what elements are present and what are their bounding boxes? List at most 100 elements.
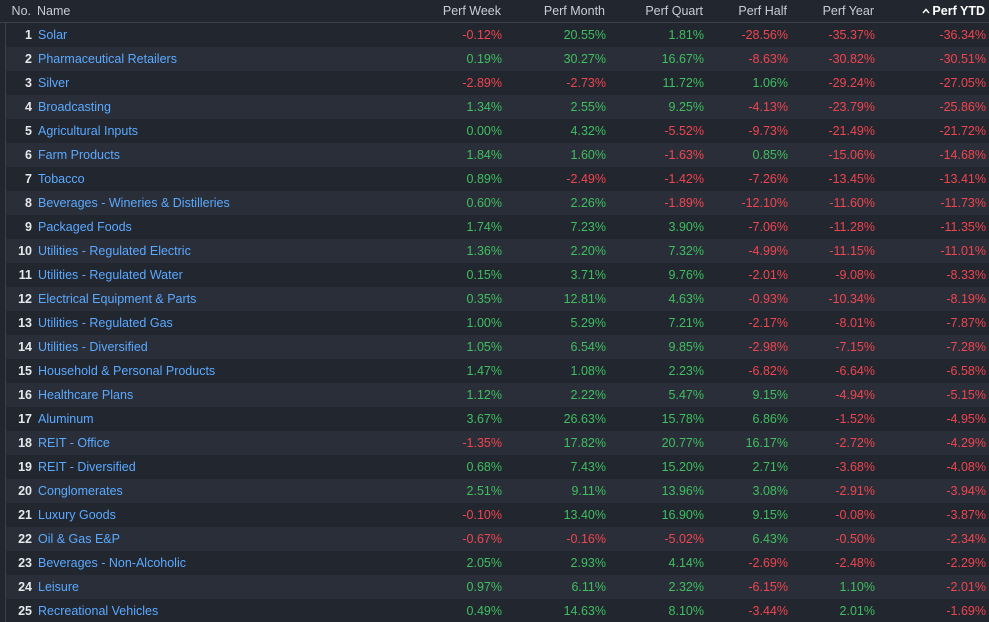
perf-week-cell: 0.97% (466, 580, 502, 594)
industry-link[interactable]: Farm Products (38, 148, 120, 162)
perf-quart-cell: 9.76% (668, 268, 704, 282)
perf-quart-cell: -1.89% (664, 196, 704, 210)
industry-link[interactable]: Utilities - Diversified (38, 340, 148, 354)
perf-half-cell: 6.43% (752, 532, 788, 546)
table-row[interactable]: 16 Healthcare Plans 1.12% 2.22% 5.47% 9.15% -4… (5, 383, 989, 407)
perf-week-cell: 0.15% (466, 268, 502, 282)
perf-year-cell: -0.50% (835, 532, 875, 546)
column-header-perf-week[interactable]: Perf Week (442, 4, 501, 18)
perf-year-cell: -23.79% (828, 100, 875, 114)
table-row[interactable]: 10 Utilities - Regulated Electric 1.36% 2.2… (5, 239, 989, 263)
industry-link[interactable]: Solar (38, 28, 68, 42)
column-header-perf-year[interactable]: Perf Year (822, 4, 874, 18)
industry-name-cell: REIT - Diversified (38, 460, 391, 474)
row-number: 24 (18, 580, 32, 594)
perf-quart-cell: 11.72% (662, 76, 704, 90)
industry-link[interactable]: Silver (38, 76, 70, 90)
table-row[interactable]: 24 Leisure 0.97% 6.11% 2.32% -6.15% 1.10% -2.01… (5, 575, 989, 599)
table-row[interactable]: 19 REIT - Diversified 0.68% 7.43% 15.20% 2.71… (5, 455, 989, 479)
perf-month-cell: -2.73% (566, 76, 606, 90)
industry-link[interactable]: Conglomerates (38, 484, 123, 498)
industry-link[interactable]: Tobacco (38, 172, 85, 186)
row-number: 4 (25, 100, 32, 114)
table-row[interactable]: 22 Oil & Gas E&P -0.67% -0.16% -5.02% 6.43% -0… (5, 527, 989, 551)
column-header-no[interactable]: No. (11, 4, 31, 18)
table-row[interactable]: 14 Utilities - Diversified 1.05% 6.54% 9.85%… (5, 335, 989, 359)
perf-ytd-cell: -5.15% (946, 388, 986, 402)
perf-month-cell: 17.82% (563, 436, 606, 450)
table-row[interactable]: 5 Agricultural Inputs 0.00% 4.32% -5.52% -9.7… (5, 119, 989, 143)
perf-quart-cell: 3.90% (668, 220, 704, 234)
table-row[interactable]: 15 Household & Personal Products 1.47% 1.08… (5, 359, 989, 383)
perf-quart-cell: 15.78% (661, 412, 704, 426)
table-row[interactable]: 2 Pharmaceutical Retailers 0.19% 30.27% 16.6… (5, 47, 989, 71)
industry-link[interactable]: Luxury Goods (38, 508, 116, 522)
table-row[interactable]: 17 Aluminum 3.67% 26.63% 15.78% 6.86% -1.52% -4… (5, 407, 989, 431)
column-header-perf-half[interactable]: Perf Half (738, 4, 787, 18)
perf-year-cell: -11.60% (829, 196, 875, 210)
perf-year-cell: -7.15% (835, 340, 875, 354)
perf-month-cell: 2.22% (570, 388, 606, 402)
table-row[interactable]: 1 Solar -0.12% 20.55% 1.81% -28.56% -35.37% -36… (5, 23, 989, 47)
table-row[interactable]: 12 Electrical Equipment & Parts 0.35% 12.81… (5, 287, 989, 311)
industry-link[interactable]: Broadcasting (38, 100, 111, 114)
industry-link[interactable]: Beverages - Non-Alcoholic (38, 556, 186, 570)
table-row[interactable]: 4 Broadcasting 1.34% 2.55% 9.25% -4.13% -23.79… (5, 95, 989, 119)
industry-link[interactable]: Pharmaceutical Retailers (38, 52, 177, 66)
industry-link[interactable]: Recreational Vehicles (38, 604, 159, 618)
industry-link[interactable]: REIT - Diversified (38, 460, 136, 474)
table-row[interactable]: 13 Utilities - Regulated Gas 1.00% 5.29% 7.2… (5, 311, 989, 335)
industry-link[interactable]: Electrical Equipment & Parts (38, 292, 197, 306)
table-row[interactable]: 6 Farm Products 1.84% 1.60% -1.63% 0.85% -15.0… (5, 143, 989, 167)
column-header-perf-ytd[interactable]: Perf YTD (874, 4, 985, 18)
perf-week-cell: 0.19% (466, 52, 502, 66)
perf-ytd-cell: -2.01% (946, 580, 986, 594)
perf-year-cell: -11.28% (829, 220, 875, 234)
industry-link[interactable]: Oil & Gas E&P (38, 532, 120, 546)
industry-link[interactable]: Leisure (38, 580, 79, 594)
perf-ytd-cell: -4.08% (946, 460, 986, 474)
perf-ytd-cell: -1.69% (946, 604, 986, 618)
column-header-name[interactable]: Name (37, 4, 71, 18)
perf-month-cell: 30.27% (563, 52, 606, 66)
table-row[interactable]: 9 Packaged Foods 1.74% 7.23% 3.90% -7.06% -11.… (5, 215, 989, 239)
table-row[interactable]: 18 REIT - Office -1.35% 17.82% 20.77% 16.17% -… (5, 431, 989, 455)
industry-link[interactable]: Utilities - Regulated Gas (38, 316, 173, 330)
row-number: 21 (18, 508, 32, 522)
column-header-perf-month[interactable]: Perf Month (543, 4, 605, 18)
table-row[interactable]: 25 Recreational Vehicles 0.49% 14.63% 8.10% -… (5, 599, 989, 622)
perf-ytd-cell: -3.87% (946, 508, 986, 522)
perf-week-cell: 3.67% (466, 412, 502, 426)
table-row[interactable]: 20 Conglomerates 2.51% 9.11% 13.96% 3.08% -2.9… (5, 479, 989, 503)
row-number: 2 (25, 52, 32, 66)
industry-link[interactable]: REIT - Office (38, 436, 110, 450)
perf-year-cell: -21.49% (828, 124, 875, 138)
industry-link[interactable]: Utilities - Regulated Water (38, 268, 183, 282)
table-row[interactable]: 7 Tobacco 0.89% -2.49% -1.42% -7.26% -13.45% -1… (5, 167, 989, 191)
perf-year-cell: -1.52% (835, 412, 875, 426)
perf-ytd-cell: -14.68% (939, 148, 986, 162)
table-row[interactable]: 3 Silver -2.89% -2.73% 11.72% 1.06% -29.24% -27… (5, 71, 989, 95)
perf-year-cell: -3.68% (835, 460, 875, 474)
table-row[interactable]: 21 Luxury Goods -0.10% 13.40% 16.90% 9.15% -0.… (5, 503, 989, 527)
industry-link[interactable]: Aluminum (38, 412, 94, 426)
industry-link[interactable]: Beverages - Wineries & Distilleries (38, 196, 230, 210)
perf-quart-cell: -1.63% (664, 148, 704, 162)
perf-week-cell: 0.00% (466, 124, 502, 138)
perf-quart-cell: 16.67% (661, 52, 704, 66)
perf-month-cell: 1.08% (570, 364, 606, 378)
table-row[interactable]: 23 Beverages - Non-Alcoholic 2.05% 2.93% 4.1… (5, 551, 989, 575)
industry-name-cell: Agricultural Inputs (38, 124, 391, 138)
table-row[interactable]: 11 Utilities - Regulated Water 0.15% 3.71% 9… (5, 263, 989, 287)
table-row[interactable]: 8 Beverages - Wineries & Distilleries 0.60… (5, 191, 989, 215)
industry-link[interactable]: Household & Personal Products (38, 364, 216, 378)
industry-link[interactable]: Healthcare Plans (38, 388, 134, 402)
perf-week-cell: -0.10% (462, 508, 502, 522)
perf-quart-cell: 16.90% (661, 508, 704, 522)
industry-link[interactable]: Packaged Foods (38, 220, 132, 234)
industry-link[interactable]: Utilities - Regulated Electric (38, 244, 191, 258)
perf-half-cell: -12.10% (741, 196, 788, 210)
industry-link[interactable]: Agricultural Inputs (38, 124, 139, 138)
perf-half-cell: 6.86% (752, 412, 788, 426)
column-header-perf-quart[interactable]: Perf Quart (645, 4, 703, 18)
